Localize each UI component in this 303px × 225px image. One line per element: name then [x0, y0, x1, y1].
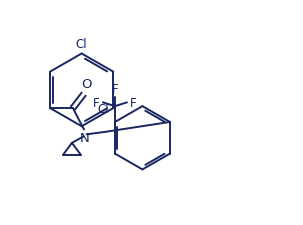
- Text: Cl: Cl: [97, 102, 108, 115]
- Text: F: F: [112, 83, 118, 96]
- Text: O: O: [81, 78, 92, 91]
- Text: N: N: [80, 132, 89, 145]
- Text: F: F: [93, 97, 100, 109]
- Text: Cl: Cl: [76, 38, 88, 50]
- Text: F: F: [130, 97, 137, 109]
